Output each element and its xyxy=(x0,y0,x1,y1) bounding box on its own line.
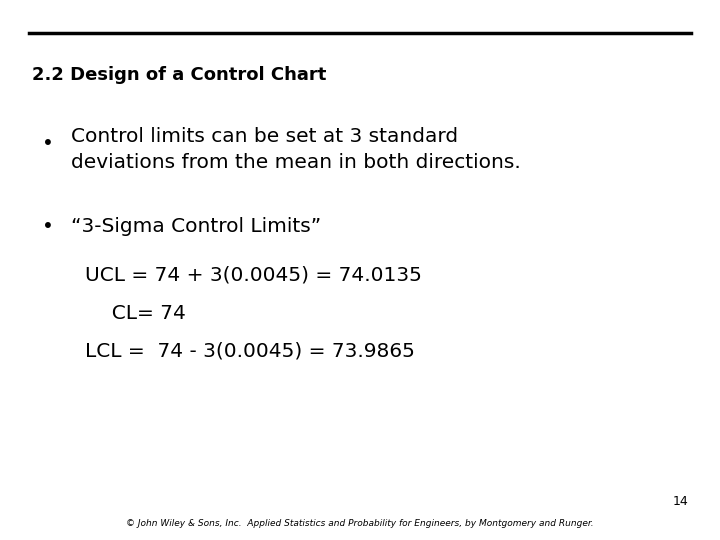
Text: •: • xyxy=(42,133,53,153)
Text: © John Wiley & Sons, Inc.  Applied Statistics and Probability for Engineers, by : © John Wiley & Sons, Inc. Applied Statis… xyxy=(126,519,594,528)
Text: UCL = 74 + 3(0.0045) = 74.0135: UCL = 74 + 3(0.0045) = 74.0135 xyxy=(85,266,422,285)
Text: “3-Sigma Control Limits”: “3-Sigma Control Limits” xyxy=(71,217,320,237)
Text: •: • xyxy=(42,217,53,237)
Text: LCL =  74 - 3(0.0045) = 73.9865: LCL = 74 - 3(0.0045) = 73.9865 xyxy=(85,341,415,361)
Text: 2.2 Design of a Control Chart: 2.2 Design of a Control Chart xyxy=(32,65,327,84)
Text: 14: 14 xyxy=(672,495,688,508)
Text: Control limits can be set at 3 standard: Control limits can be set at 3 standard xyxy=(71,126,458,146)
Text: deviations from the mean in both directions.: deviations from the mean in both directi… xyxy=(71,152,521,172)
Text: CL= 74: CL= 74 xyxy=(99,303,186,323)
